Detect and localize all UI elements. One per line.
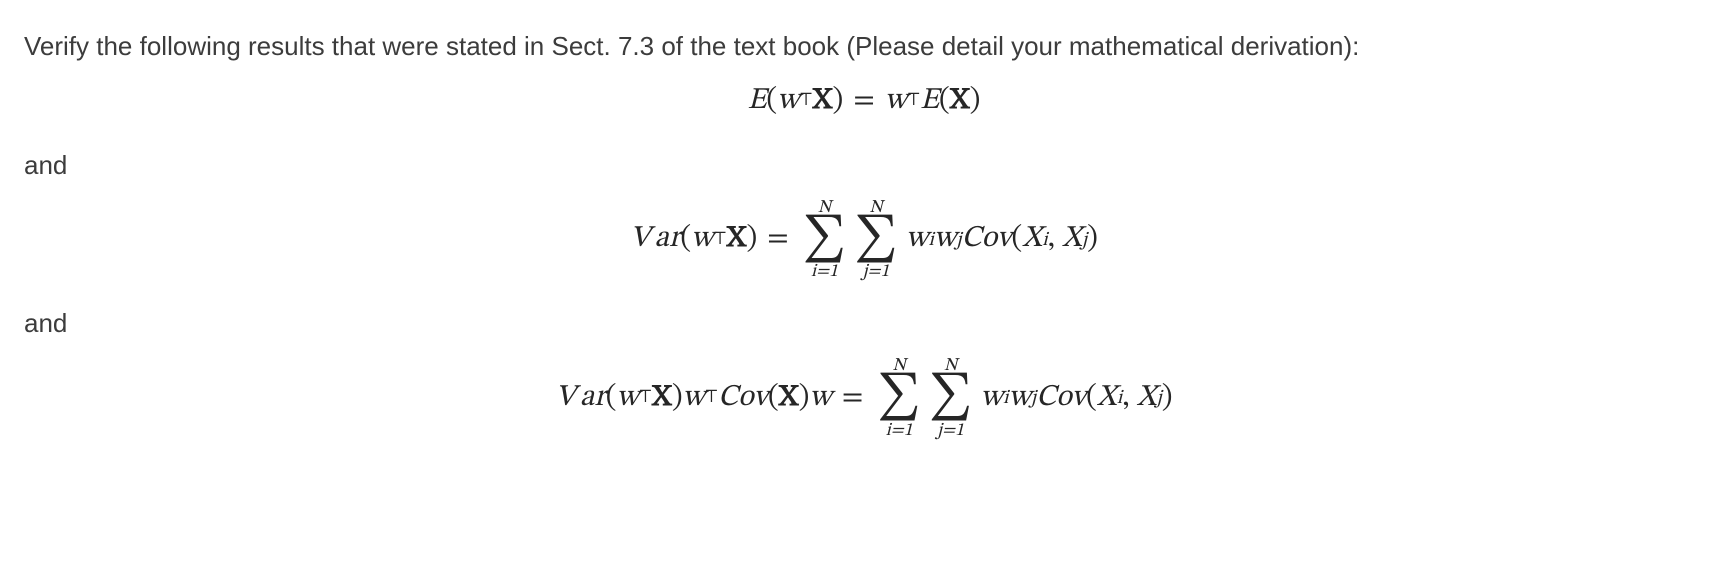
- equation-1-math: E ( w⊤ X ) = w⊤ E (X): [748, 80, 981, 124]
- problem-statement: Verify the following results that were s…: [24, 28, 1704, 66]
- eq1-op-E: E: [748, 80, 767, 124]
- equation-2: Var ( w⊤ X ) = N ∑ i=1 N ∑ j=1 wi wj Cov…: [24, 199, 1704, 282]
- page-root: Verify the following results that were s…: [0, 0, 1728, 568]
- connector-2: and: [24, 305, 1704, 343]
- eq1-rhs-op-E: E: [920, 80, 939, 124]
- eq3-sum-outer: N ∑ i=1: [877, 357, 921, 440]
- equation-1: E ( w⊤ X ) = w⊤ E (X): [24, 80, 1704, 124]
- eq2-sum-outer: N ∑ i=1: [803, 199, 847, 282]
- eq3-sum-inner: N ∑ j=1: [929, 357, 973, 440]
- equation-2-math: Var ( w⊤ X ) = N ∑ i=1 N ∑ j=1 wi wj Cov…: [630, 199, 1098, 282]
- eq2-sum-inner: N ∑ j=1: [854, 199, 898, 282]
- equation-3: Var ( w⊤ X ) w⊤ Cov (X) w = N ∑ i=1 N ∑ …: [24, 357, 1704, 440]
- equation-3-math: Var ( w⊤ X ) w⊤ Cov (X) w = N ∑ i=1 N ∑ …: [556, 357, 1173, 440]
- connector-1: and: [24, 147, 1704, 185]
